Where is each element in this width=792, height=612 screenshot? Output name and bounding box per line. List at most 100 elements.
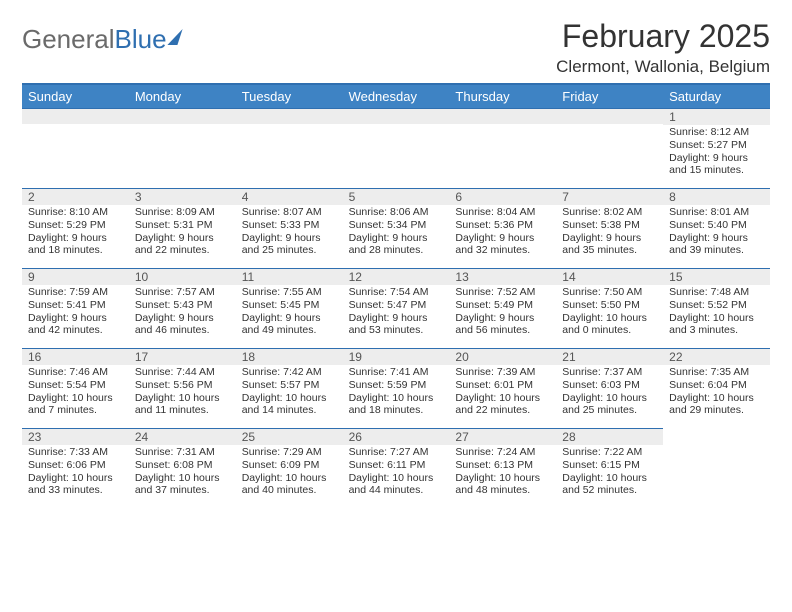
sunset-line: Sunset: 5:47 PM <box>349 299 444 312</box>
sunrise-line: Sunrise: 7:41 AM <box>349 366 444 379</box>
empty-cell <box>449 108 556 188</box>
month-title: February 2025 <box>556 18 770 55</box>
day-body: Sunrise: 7:48 AMSunset: 5:52 PMDaylight:… <box>663 285 770 341</box>
day-cell: 26Sunrise: 7:27 AMSunset: 6:11 PMDayligh… <box>343 428 450 508</box>
day-cell: 25Sunrise: 7:29 AMSunset: 6:09 PMDayligh… <box>236 428 343 508</box>
daylight-line: Daylight: 9 hours and 56 minutes. <box>455 312 550 338</box>
daylight-line: Daylight: 10 hours and 33 minutes. <box>28 472 123 498</box>
logo-word-1: General <box>22 24 115 55</box>
empty-cell <box>129 108 236 188</box>
sunrise-line: Sunrise: 8:12 AM <box>669 126 764 139</box>
day-number: 2 <box>22 188 129 205</box>
day-body: Sunrise: 7:55 AMSunset: 5:45 PMDaylight:… <box>236 285 343 341</box>
sunrise-line: Sunrise: 7:55 AM <box>242 286 337 299</box>
daylight-line: Daylight: 10 hours and 14 minutes. <box>242 392 337 418</box>
day-cell: 1Sunrise: 8:12 AMSunset: 5:27 PMDaylight… <box>663 108 770 188</box>
sunrise-line: Sunrise: 7:57 AM <box>135 286 230 299</box>
day-body: Sunrise: 7:50 AMSunset: 5:50 PMDaylight:… <box>556 285 663 341</box>
day-cell: 6Sunrise: 8:04 AMSunset: 5:36 PMDaylight… <box>449 188 556 268</box>
sunset-line: Sunset: 6:15 PM <box>562 459 657 472</box>
location: Clermont, Wallonia, Belgium <box>556 57 770 77</box>
day-cell: 22Sunrise: 7:35 AMSunset: 6:04 PMDayligh… <box>663 348 770 428</box>
daylight-line: Daylight: 10 hours and 3 minutes. <box>669 312 764 338</box>
day-cell: 5Sunrise: 8:06 AMSunset: 5:34 PMDaylight… <box>343 188 450 268</box>
weekday-header: Sunday <box>22 85 129 108</box>
day-number: 10 <box>129 268 236 285</box>
day-body: Sunrise: 7:37 AMSunset: 6:03 PMDaylight:… <box>556 365 663 421</box>
day-number: 12 <box>343 268 450 285</box>
day-number: 26 <box>343 428 450 445</box>
logo-word-2: Blue <box>115 24 167 55</box>
day-number: 4 <box>236 188 343 205</box>
sunrise-line: Sunrise: 8:01 AM <box>669 206 764 219</box>
sunset-line: Sunset: 6:03 PM <box>562 379 657 392</box>
empty-cell <box>236 108 343 188</box>
sunset-line: Sunset: 5:43 PM <box>135 299 230 312</box>
day-cell: 16Sunrise: 7:46 AMSunset: 5:54 PMDayligh… <box>22 348 129 428</box>
day-number: 25 <box>236 428 343 445</box>
daylight-line: Daylight: 9 hours and 49 minutes. <box>242 312 337 338</box>
sunrise-line: Sunrise: 7:46 AM <box>28 366 123 379</box>
daylight-line: Daylight: 10 hours and 40 minutes. <box>242 472 337 498</box>
weekday-header: Tuesday <box>236 85 343 108</box>
day-number: 21 <box>556 348 663 365</box>
sunset-line: Sunset: 5:41 PM <box>28 299 123 312</box>
day-number: 23 <box>22 428 129 445</box>
sunset-line: Sunset: 5:40 PM <box>669 219 764 232</box>
sunrise-line: Sunrise: 7:37 AM <box>562 366 657 379</box>
day-cell: 2Sunrise: 8:10 AMSunset: 5:29 PMDaylight… <box>22 188 129 268</box>
sunrise-line: Sunrise: 7:50 AM <box>562 286 657 299</box>
daylight-line: Daylight: 9 hours and 28 minutes. <box>349 232 444 258</box>
day-body: Sunrise: 7:35 AMSunset: 6:04 PMDaylight:… <box>663 365 770 421</box>
day-cell: 9Sunrise: 7:59 AMSunset: 5:41 PMDaylight… <box>22 268 129 348</box>
sunrise-line: Sunrise: 7:31 AM <box>135 446 230 459</box>
daynum-bar <box>449 108 556 124</box>
day-cell: 10Sunrise: 7:57 AMSunset: 5:43 PMDayligh… <box>129 268 236 348</box>
day-cell: 12Sunrise: 7:54 AMSunset: 5:47 PMDayligh… <box>343 268 450 348</box>
sunrise-line: Sunrise: 7:52 AM <box>455 286 550 299</box>
day-body: Sunrise: 7:59 AMSunset: 5:41 PMDaylight:… <box>22 285 129 341</box>
daylight-line: Daylight: 9 hours and 15 minutes. <box>669 152 764 178</box>
day-cell: 18Sunrise: 7:42 AMSunset: 5:57 PMDayligh… <box>236 348 343 428</box>
daylight-line: Daylight: 9 hours and 53 minutes. <box>349 312 444 338</box>
day-cell: 20Sunrise: 7:39 AMSunset: 6:01 PMDayligh… <box>449 348 556 428</box>
day-body: Sunrise: 7:44 AMSunset: 5:56 PMDaylight:… <box>129 365 236 421</box>
sunrise-line: Sunrise: 7:39 AM <box>455 366 550 379</box>
sunrise-line: Sunrise: 7:59 AM <box>28 286 123 299</box>
day-number: 3 <box>129 188 236 205</box>
weekday-header: Monday <box>129 85 236 108</box>
sunrise-line: Sunrise: 8:06 AM <box>349 206 444 219</box>
day-number: 20 <box>449 348 556 365</box>
daynum-bar <box>343 108 450 124</box>
day-body: Sunrise: 8:07 AMSunset: 5:33 PMDaylight:… <box>236 205 343 261</box>
day-body: Sunrise: 8:10 AMSunset: 5:29 PMDaylight:… <box>22 205 129 261</box>
day-cell: 17Sunrise: 7:44 AMSunset: 5:56 PMDayligh… <box>129 348 236 428</box>
day-body: Sunrise: 7:41 AMSunset: 5:59 PMDaylight:… <box>343 365 450 421</box>
sunrise-line: Sunrise: 7:22 AM <box>562 446 657 459</box>
sunset-line: Sunset: 5:29 PM <box>28 219 123 232</box>
day-number: 18 <box>236 348 343 365</box>
day-body: Sunrise: 7:52 AMSunset: 5:49 PMDaylight:… <box>449 285 556 341</box>
daylight-line: Daylight: 10 hours and 11 minutes. <box>135 392 230 418</box>
daylight-line: Daylight: 9 hours and 22 minutes. <box>135 232 230 258</box>
sunset-line: Sunset: 5:31 PM <box>135 219 230 232</box>
day-cell: 15Sunrise: 7:48 AMSunset: 5:52 PMDayligh… <box>663 268 770 348</box>
day-cell: 24Sunrise: 7:31 AMSunset: 6:08 PMDayligh… <box>129 428 236 508</box>
sunrise-line: Sunrise: 7:27 AM <box>349 446 444 459</box>
day-cell: 23Sunrise: 7:33 AMSunset: 6:06 PMDayligh… <box>22 428 129 508</box>
daylight-line: Daylight: 10 hours and 25 minutes. <box>562 392 657 418</box>
daylight-line: Daylight: 9 hours and 32 minutes. <box>455 232 550 258</box>
day-number: 19 <box>343 348 450 365</box>
sunset-line: Sunset: 5:27 PM <box>669 139 764 152</box>
day-number: 11 <box>236 268 343 285</box>
daylight-line: Daylight: 10 hours and 7 minutes. <box>28 392 123 418</box>
day-body: Sunrise: 7:42 AMSunset: 5:57 PMDaylight:… <box>236 365 343 421</box>
day-cell: 21Sunrise: 7:37 AMSunset: 6:03 PMDayligh… <box>556 348 663 428</box>
sunrise-line: Sunrise: 7:35 AM <box>669 366 764 379</box>
sunset-line: Sunset: 6:01 PM <box>455 379 550 392</box>
day-cell: 19Sunrise: 7:41 AMSunset: 5:59 PMDayligh… <box>343 348 450 428</box>
title-block: February 2025 Clermont, Wallonia, Belgiu… <box>556 18 770 77</box>
sunrise-line: Sunrise: 8:10 AM <box>28 206 123 219</box>
day-number: 8 <box>663 188 770 205</box>
day-body: Sunrise: 7:39 AMSunset: 6:01 PMDaylight:… <box>449 365 556 421</box>
